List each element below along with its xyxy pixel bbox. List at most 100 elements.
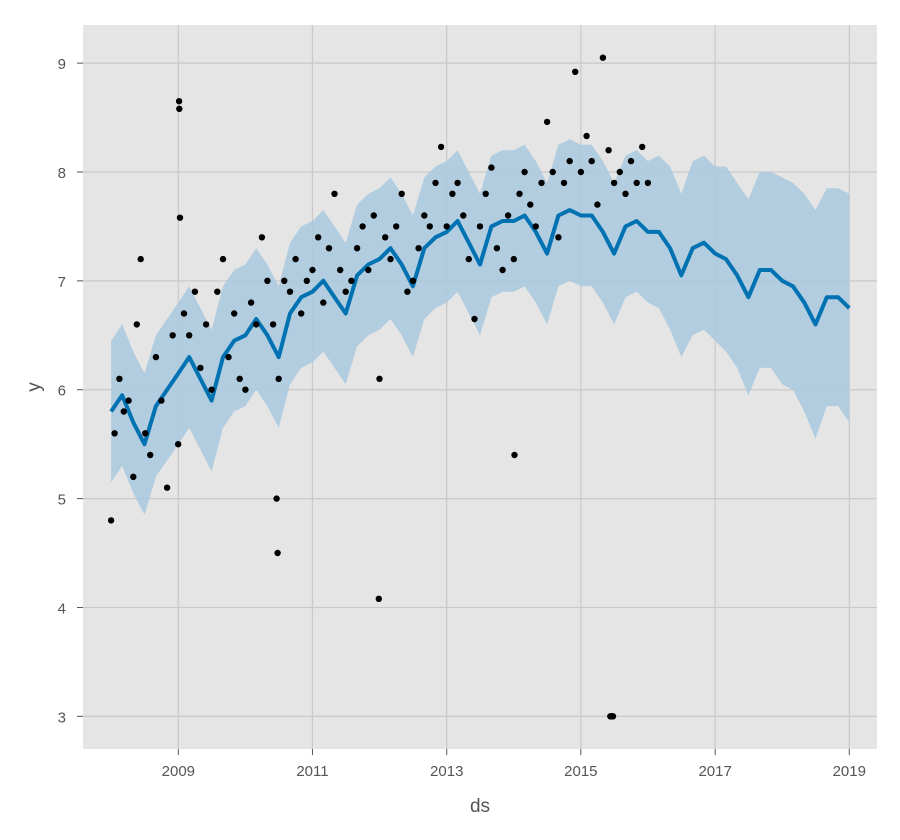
observed-point <box>493 245 501 252</box>
observed-point <box>560 179 568 187</box>
observed-point <box>309 266 316 274</box>
observed-point <box>292 255 299 263</box>
x-tick-label: 2009 <box>162 763 195 780</box>
observed-point <box>460 212 467 219</box>
observed-point <box>142 430 149 437</box>
observed-point <box>527 201 534 208</box>
observed-point <box>225 353 232 361</box>
observed-point <box>137 255 144 263</box>
observed-point <box>365 266 372 274</box>
observed-point <box>273 495 280 502</box>
observed-point <box>253 321 260 328</box>
observed-point <box>191 288 199 295</box>
observed-point <box>264 277 271 284</box>
observed-point <box>247 299 255 306</box>
observed-point <box>158 397 165 404</box>
observed-point <box>538 179 545 187</box>
y-axis-ticks: 3 4 5 6 7 8 9 <box>58 56 83 726</box>
observed-point <box>175 98 183 105</box>
observed-point <box>549 168 556 176</box>
x-tick-label: 2019 <box>833 763 866 780</box>
uncertainty-interval <box>111 139 850 515</box>
observed-point <box>236 375 243 382</box>
forecast-line <box>109 208 851 447</box>
observed-point <box>208 386 215 393</box>
observed-point <box>147 451 154 459</box>
observed-point <box>499 266 506 274</box>
observed-point <box>633 179 640 187</box>
y-axis-title: y <box>24 382 45 392</box>
observed-point <box>622 190 629 197</box>
observed-point <box>566 157 573 165</box>
y-tick-label: 3 <box>58 709 66 726</box>
observed-point <box>111 430 118 437</box>
observed-point <box>331 190 338 197</box>
observed-point <box>303 277 310 284</box>
observed-point <box>107 517 115 524</box>
observed-point <box>219 255 227 263</box>
observed-point <box>404 288 411 295</box>
observed-point <box>644 179 652 187</box>
y-tick-label: 6 <box>58 383 66 400</box>
observed-point <box>476 223 484 230</box>
observed-point <box>609 713 617 720</box>
observed-point <box>432 179 439 187</box>
observed-point <box>197 364 204 372</box>
observed-point <box>583 132 590 140</box>
observed-point <box>342 288 349 295</box>
uncertainty-band <box>111 139 850 515</box>
observed-point <box>348 277 355 284</box>
observed-point <box>176 214 184 221</box>
observed-point <box>315 234 322 241</box>
observed-point <box>353 245 361 252</box>
observed-point <box>511 451 518 459</box>
observed-point <box>454 179 461 187</box>
observed-point <box>465 255 472 263</box>
observed-point <box>572 68 579 76</box>
observed-point <box>594 201 601 208</box>
y-tick-label: 4 <box>58 600 66 617</box>
observed-point <box>482 190 489 197</box>
observed-point <box>152 353 160 361</box>
observed-point <box>133 321 140 328</box>
observed-point <box>125 397 132 404</box>
observed-point <box>242 386 249 393</box>
observed-point <box>409 277 417 284</box>
observed-point <box>359 223 366 230</box>
observed-point <box>169 332 176 339</box>
observed-point <box>382 234 389 241</box>
y-tick-label: 5 <box>58 492 66 509</box>
observed-point <box>426 223 433 230</box>
observed-point <box>176 105 183 113</box>
observed-point <box>588 157 595 165</box>
observed-points <box>107 54 652 720</box>
observed-point <box>471 315 478 323</box>
observed-point <box>286 288 294 295</box>
observed-point <box>627 157 635 165</box>
x-tick-label: 2013 <box>430 763 463 780</box>
observed-point <box>337 266 344 274</box>
observed-point <box>274 549 281 557</box>
observed-point <box>510 255 517 263</box>
observed-point <box>555 234 562 241</box>
y-tick-label: 8 <box>58 165 66 182</box>
observed-point <box>610 179 618 187</box>
x-tick-label: 2011 <box>296 763 328 780</box>
x-tick-label: 2015 <box>564 763 597 780</box>
observed-point <box>488 164 495 171</box>
x-tick-label: 2017 <box>698 763 731 780</box>
observed-point <box>532 223 539 230</box>
observed-point <box>120 408 128 415</box>
observed-point <box>449 190 456 197</box>
x-axis-title: ds <box>470 796 490 817</box>
observed-point <box>370 212 377 219</box>
observed-point <box>231 310 238 317</box>
observed-point <box>599 54 607 61</box>
observed-point <box>258 234 266 241</box>
observed-point <box>130 473 137 480</box>
observed-point <box>415 245 422 252</box>
observed-point <box>443 223 450 230</box>
observed-point <box>202 321 210 328</box>
